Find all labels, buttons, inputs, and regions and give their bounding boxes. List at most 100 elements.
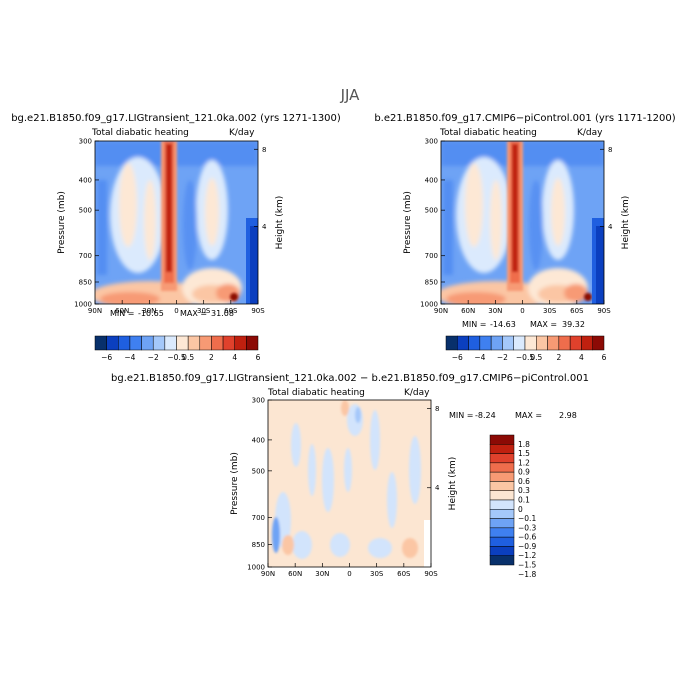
colorbar: 1.81.51.20.90.60.30.10−0.1−0.3−0.6−0.9−1… bbox=[489, 434, 536, 579]
y-tick-label: 400 bbox=[79, 176, 92, 184]
minmax-max-label: MAX = bbox=[530, 320, 557, 329]
subtropical-pale-region-nh bbox=[456, 157, 512, 273]
panel-subtitle-units: K/day bbox=[229, 128, 255, 138]
panel-subtitle-units: K/day bbox=[404, 388, 430, 398]
pos-anomaly bbox=[341, 400, 349, 416]
colorbar-label: 0 bbox=[518, 505, 523, 514]
blue-column-sh bbox=[183, 180, 197, 270]
colorbar-swatch bbox=[490, 335, 503, 351]
x-tick-label: 60S bbox=[570, 307, 584, 315]
y-tick-label: 400 bbox=[425, 176, 438, 184]
minmax-max-value: 31.08 bbox=[211, 309, 234, 318]
neg-anomaly bbox=[368, 538, 392, 558]
colorbar-swatch bbox=[581, 335, 593, 351]
colorbar-swatch bbox=[176, 335, 189, 351]
colorbar-swatch bbox=[187, 335, 201, 351]
colorbar-swatch bbox=[468, 335, 481, 351]
colorbar-swatch bbox=[211, 335, 224, 351]
minmax-min-label: MIN = bbox=[449, 411, 474, 420]
panel-subtitle-variable: Total diabatic heating bbox=[439, 128, 537, 138]
y-axis-label: Pressure (mb) bbox=[403, 191, 413, 254]
x-tick-label: 60N bbox=[288, 570, 302, 578]
colorbar-label: 2 bbox=[209, 353, 214, 362]
x-tick-label: 0 bbox=[174, 307, 178, 315]
colorbar-label: −0.5 bbox=[167, 353, 185, 362]
colorbar-swatch bbox=[489, 499, 515, 510]
colorbar-swatch bbox=[592, 335, 605, 351]
colorbar-swatch bbox=[489, 527, 515, 538]
right-axis-label: Height (km) bbox=[621, 196, 631, 250]
heatmap-field bbox=[95, 141, 258, 304]
x-tick-label: 90N bbox=[88, 307, 102, 315]
colorbar-label: 0.5 bbox=[530, 353, 542, 362]
minmax-max-value: 39.32 bbox=[562, 320, 585, 329]
colorbar-label: −0.1 bbox=[518, 514, 536, 523]
colorbar-label: 1.2 bbox=[518, 458, 530, 467]
colorbar-swatch bbox=[118, 335, 131, 351]
weak-heating-nh bbox=[119, 163, 137, 247]
panel-picontrol: b.e21.B1850.f09_g17.CMIP6−piControl.001 … bbox=[374, 113, 675, 362]
minmax-max-value: 2.98 bbox=[559, 411, 577, 420]
x-tick-label: 0 bbox=[347, 570, 351, 578]
colorbar-swatch bbox=[222, 335, 235, 351]
colorbar-label: −2 bbox=[497, 353, 508, 362]
itcz-column-core bbox=[166, 144, 172, 272]
y-tick-label: 850 bbox=[79, 278, 92, 286]
blue-column-nh bbox=[443, 180, 453, 275]
colorbar-swatch bbox=[489, 518, 515, 529]
colorbar-label: 1.8 bbox=[518, 440, 530, 449]
panel-title: bg.e21.B1850.f09_g17.LIGtransient_121.0k… bbox=[111, 373, 589, 384]
neg-anomaly-strong bbox=[272, 517, 280, 553]
y-tick-label: 1000 bbox=[420, 301, 438, 309]
x-tick-label: 30N bbox=[142, 307, 156, 315]
x-tick-label: 0 bbox=[520, 307, 524, 315]
y-tick-label: 850 bbox=[252, 541, 265, 549]
colorbar-swatch bbox=[489, 509, 515, 519]
colorbar-swatch bbox=[479, 335, 492, 351]
minmax-min-value: -10.65 bbox=[138, 309, 164, 318]
colorbar-label: −2 bbox=[148, 353, 159, 362]
blue-column-sh bbox=[529, 180, 543, 270]
right-tick-label: 4 bbox=[435, 484, 440, 492]
x-tick-label: 90S bbox=[251, 307, 265, 315]
x-tick-label: 90N bbox=[261, 570, 275, 578]
colorbar-label: −0.6 bbox=[518, 533, 536, 542]
subtropical-pale-region-nh bbox=[110, 157, 166, 273]
colorbar-swatch bbox=[489, 490, 515, 501]
colorbar-label: −6 bbox=[101, 353, 112, 362]
colorbar: −6 −4 −2 −0.50.5 2 4 6 bbox=[94, 335, 261, 362]
colorbar-label: 6 bbox=[602, 353, 607, 362]
minmax-max-label: MAX = bbox=[515, 411, 542, 420]
panel-subtitle-variable: Total diabatic heating bbox=[267, 388, 365, 398]
minmax-min-label: MIN = bbox=[110, 309, 135, 318]
boundary-layer-heating-2 bbox=[446, 292, 506, 304]
y-tick-label: 500 bbox=[79, 207, 92, 215]
y-tick-label: 500 bbox=[252, 467, 265, 475]
colorbar-swatch bbox=[234, 335, 247, 351]
colorbar-label: −0.9 bbox=[518, 542, 536, 551]
panel-title: bg.e21.B1850.f09_g17.LIGtransient_121.0k… bbox=[11, 113, 341, 124]
colorbar-label: 0.6 bbox=[518, 477, 530, 486]
y-tick-label: 500 bbox=[425, 207, 438, 215]
y-tick-label: 300 bbox=[425, 138, 438, 146]
antarctic-terrain bbox=[424, 520, 431, 567]
colorbar-label: 0.9 bbox=[518, 468, 530, 477]
colorbar: −6 −4 −2 −0.50.5 2 4 6 bbox=[445, 335, 607, 362]
sh-surface-heating bbox=[564, 284, 588, 302]
weak-heating-nh-2 bbox=[490, 180, 502, 260]
neg-anomaly bbox=[292, 531, 312, 559]
y-tick-label: 700 bbox=[79, 252, 92, 260]
colorbar-swatch bbox=[558, 335, 571, 351]
y-tick-label: 850 bbox=[425, 278, 438, 286]
x-tick-label: 30S bbox=[543, 307, 557, 315]
y-tick-label: 300 bbox=[79, 138, 92, 146]
pos-anomaly bbox=[402, 538, 418, 558]
colorbar-swatch bbox=[489, 471, 515, 482]
x-tick-label: 60N bbox=[461, 307, 475, 315]
y-tick-label: 700 bbox=[252, 514, 265, 522]
y-tick-label: 700 bbox=[425, 252, 438, 260]
